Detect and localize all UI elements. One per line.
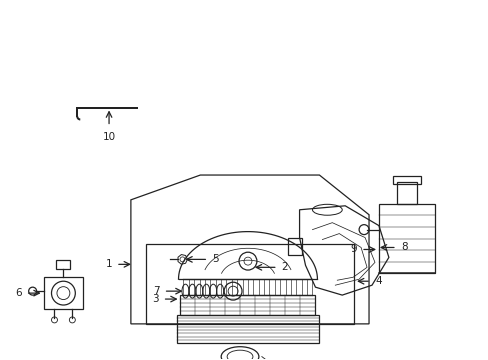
Text: 4: 4: [374, 276, 381, 286]
Text: 1: 1: [105, 259, 112, 269]
Bar: [378, 204, 434, 273]
Text: 7: 7: [153, 286, 160, 296]
Bar: [56, 260, 70, 269]
Bar: [43, 277, 83, 309]
Text: 6: 6: [15, 288, 21, 298]
Bar: [396, 182, 416, 204]
Text: 8: 8: [400, 243, 407, 252]
Text: 3: 3: [152, 294, 158, 304]
Text: 2: 2: [281, 262, 288, 272]
Text: 10: 10: [102, 132, 115, 142]
Text: 9: 9: [350, 244, 356, 255]
Bar: [392, 176, 420, 184]
Bar: [287, 238, 301, 255]
Text: 5: 5: [212, 255, 219, 264]
